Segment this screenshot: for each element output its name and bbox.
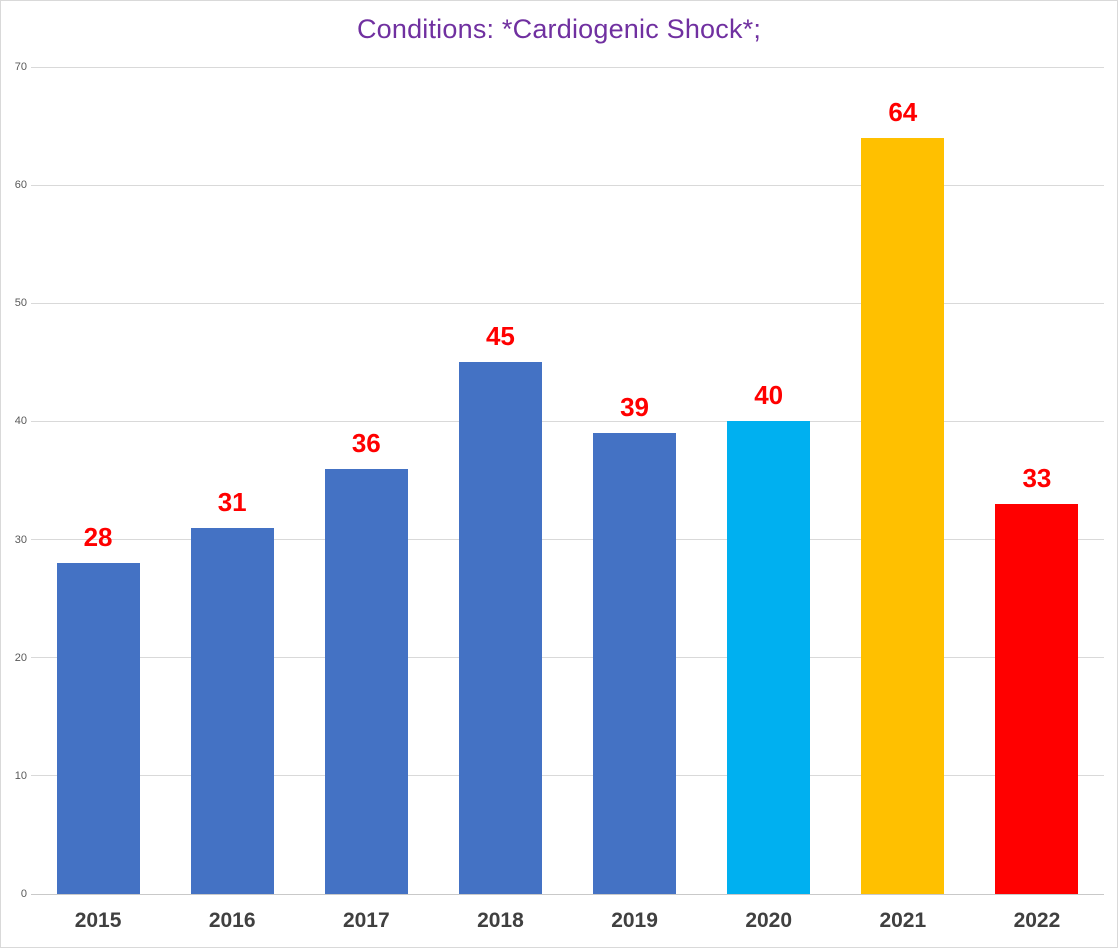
- bar-2018: [458, 362, 542, 894]
- bar-2015: [56, 563, 140, 894]
- y-axis-tick-label: 30: [14, 533, 27, 546]
- x-axis-tick-label: 2018: [477, 909, 524, 932]
- x-axis-tick-label: 2022: [1013, 909, 1061, 932]
- x-axis-tick-label: 2021: [879, 909, 927, 932]
- bar-2020: [727, 421, 811, 894]
- bar-2022: [995, 504, 1079, 894]
- x-axis-tick-label: 2015: [74, 909, 122, 932]
- bar-value-label: 45: [485, 321, 515, 352]
- bar-value-label: 36: [351, 427, 381, 458]
- x-axis-tick-label: 2017: [342, 909, 390, 932]
- bar-2021: [861, 137, 945, 894]
- chart-title: Conditions: *Cardiogenic Shock*;: [356, 14, 762, 44]
- bar-value-label: 33: [1022, 463, 1052, 494]
- gridline: [31, 66, 1104, 68]
- x-axis-tick-label: 2016: [208, 909, 256, 932]
- y-axis-tick-label: 40: [14, 415, 27, 428]
- y-axis-tick-label: 10: [14, 769, 27, 782]
- bar-2017: [324, 468, 408, 894]
- bar-value-label: 64: [888, 96, 918, 127]
- bar-2019: [593, 433, 677, 894]
- bar-value-label: 39: [620, 392, 650, 423]
- bar-value-label: 40: [754, 380, 784, 411]
- bar-2016: [190, 527, 274, 894]
- y-axis-tick-label: 20: [14, 651, 27, 664]
- y-axis-tick-label: 0: [20, 888, 27, 900]
- x-axis-tick-label: 2019: [611, 909, 658, 932]
- y-axis-tick-label: 60: [14, 179, 27, 192]
- bar-value-label: 31: [217, 486, 247, 517]
- x-axis-tick-label: 2020: [745, 909, 793, 932]
- bar-value-label: 28: [83, 522, 113, 553]
- y-axis-tick-label: 50: [14, 297, 27, 310]
- y-axis-tick-label: 70: [14, 61, 27, 73]
